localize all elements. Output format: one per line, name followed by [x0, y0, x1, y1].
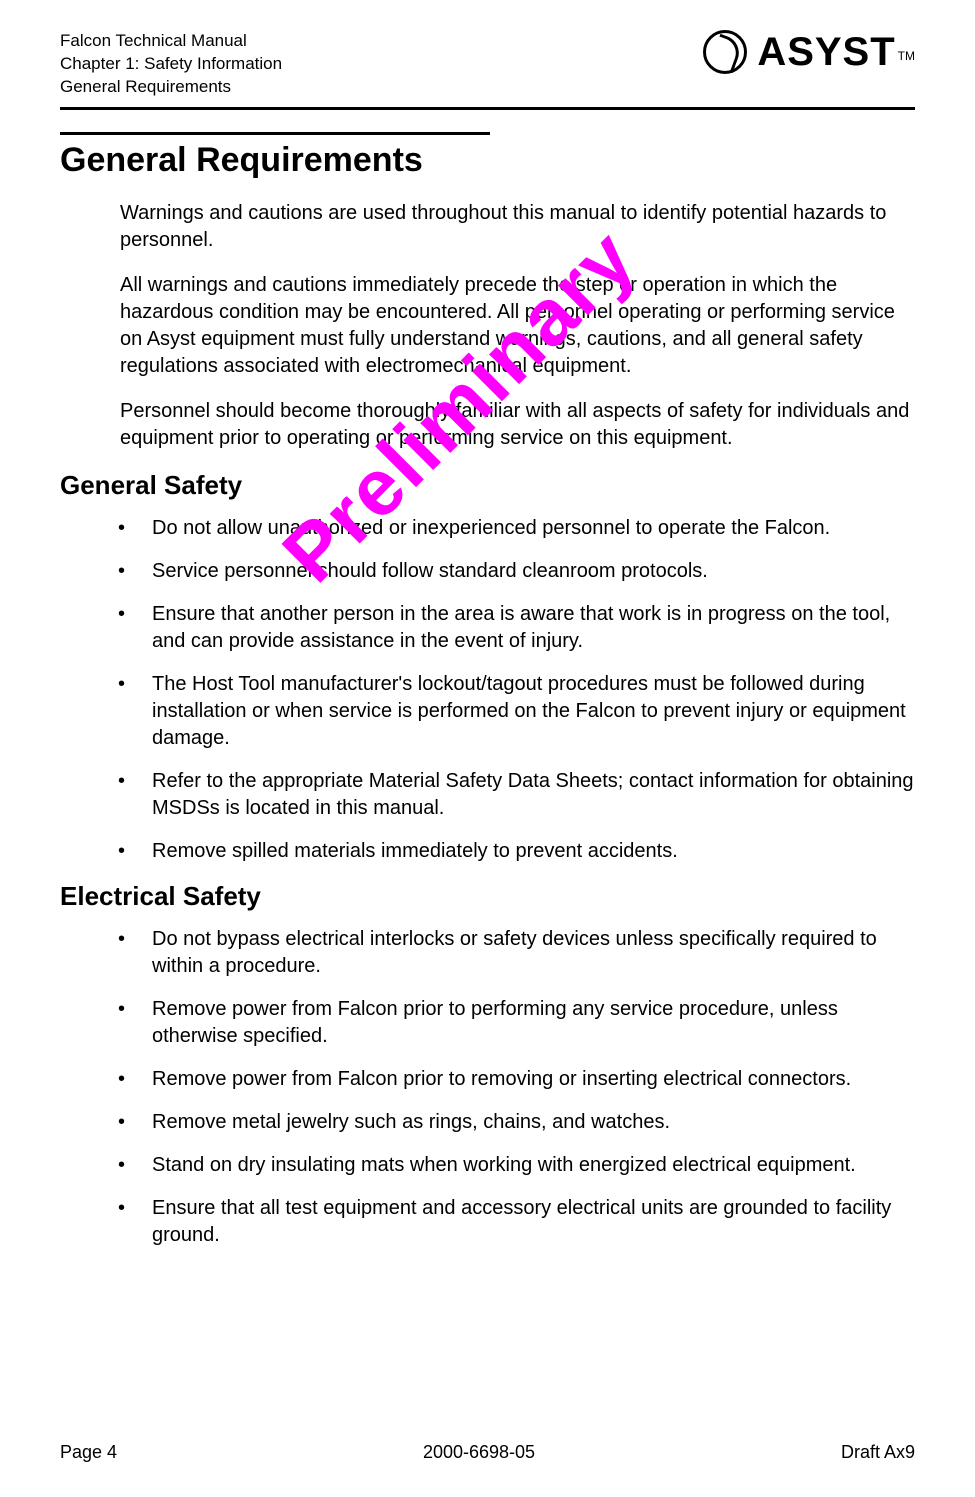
running-header: Falcon Technical Manual Chapter 1: Safet… — [60, 30, 915, 99]
section-title: General Requirements — [60, 141, 915, 180]
electrical-safety-heading: Electrical Safety — [60, 881, 915, 912]
list-item: Ensure that all test equipment and acces… — [118, 1195, 915, 1249]
intro-para-1: Warnings and cautions are used throughou… — [120, 200, 915, 254]
electrical-safety-list: Do not bypass electrical interlocks or s… — [118, 926, 915, 1249]
list-item: Remove metal jewelry such as rings, chai… — [118, 1109, 915, 1136]
swirl-icon — [703, 30, 747, 74]
list-item: Ensure that another person in the area i… — [118, 601, 915, 655]
page-footer: Page 4 2000-6698-05 Draft Ax9 — [60, 1442, 915, 1463]
general-safety-heading: General Safety — [60, 470, 915, 501]
list-item: Do not bypass electrical interlocks or s… — [118, 926, 915, 980]
list-item: Remove spilled materials immediately to … — [118, 838, 915, 865]
page: Falcon Technical Manual Chapter 1: Safet… — [0, 0, 975, 1497]
header-line-2: Chapter 1: Safety Information — [60, 53, 282, 76]
trademark-symbol: TM — [898, 49, 915, 63]
header-line-1: Falcon Technical Manual — [60, 30, 282, 53]
intro-para-2: All warnings and cautions immediately pr… — [120, 272, 915, 380]
intro-paragraphs: Warnings and cautions are used throughou… — [120, 200, 915, 452]
brand-wordmark: ASYST — [757, 32, 895, 72]
header-rule — [60, 107, 915, 110]
list-item: Remove power from Falcon prior to perfor… — [118, 996, 915, 1050]
list-item: Refer to the appropriate Material Safety… — [118, 768, 915, 822]
general-safety-list: Do not allow unauthorized or inexperienc… — [118, 515, 915, 865]
footer-page-number: Page 4 — [60, 1442, 117, 1463]
list-item: Service personnel should follow standard… — [118, 558, 915, 585]
list-item: Do not allow unauthorized or inexperienc… — [118, 515, 915, 542]
footer-revision: Draft Ax9 — [841, 1442, 915, 1463]
running-header-text: Falcon Technical Manual Chapter 1: Safet… — [60, 30, 282, 99]
title-rule — [60, 132, 490, 135]
list-item: Remove power from Falcon prior to removi… — [118, 1066, 915, 1093]
footer-doc-number: 2000-6698-05 — [423, 1442, 535, 1463]
brand-logo: ASYST TM — [703, 30, 915, 74]
header-line-3: General Requirements — [60, 76, 282, 99]
list-item: The Host Tool manufacturer's lockout/tag… — [118, 671, 915, 752]
list-item: Stand on dry insulating mats when workin… — [118, 1152, 915, 1179]
intro-para-3: Personnel should become thoroughly famil… — [120, 398, 915, 452]
